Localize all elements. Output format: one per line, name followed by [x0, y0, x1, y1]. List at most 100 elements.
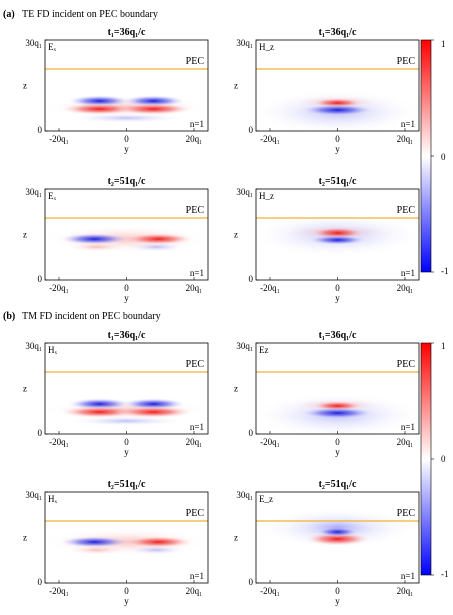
field-lobe-red [122, 536, 195, 548]
section-a-header: (a) TE FD incident on PEC boundary [3, 9, 158, 20]
field-map [45, 398, 208, 426]
colorbar-a-min-label: -1 [441, 266, 449, 276]
x-axis-label: y [335, 596, 340, 606]
x-tick-label: 0 [124, 586, 129, 596]
x-tick-label: 0 [335, 134, 340, 144]
field-label: Ez [259, 345, 269, 355]
field-ripple [126, 242, 187, 252]
field-map [256, 393, 419, 434]
y-tick-label: 0 [38, 274, 43, 284]
y-tick-label: 0 [249, 125, 254, 135]
y-axis-label: z [23, 81, 27, 91]
colorbar-a-mid-label: 0 [441, 152, 446, 162]
field-ripple [66, 242, 127, 252]
colorbar-b-scale [420, 342, 432, 576]
y-tick-label: 30q₁ [236, 187, 253, 197]
x-tick-label: -20q₁ [49, 134, 69, 144]
panel-time-title: t₂=51q₁/c [108, 176, 146, 187]
section-b-header: (b) TM FD incident on PEC boundary [3, 311, 161, 322]
y-axis-label: z [234, 81, 238, 91]
colorbar-b: 1 0 -1 [420, 341, 449, 579]
mode-number-label: n=1 [190, 268, 204, 278]
x-tick-label: 20q₁ [186, 283, 203, 293]
x-tick-label: 20q₁ [186, 586, 203, 596]
field-map [45, 528, 208, 556]
panel-3: t₂=51q₁/c Eₓ PEC n=1 30q₁ 0 z -20q₁ 0 20q₁ y [23, 176, 209, 303]
pec-label: PEC [186, 359, 205, 370]
x-tick-label: 0 [335, 437, 340, 447]
field-label: H_z [259, 42, 274, 52]
field-map [257, 508, 418, 548]
panel-time-title: t₁=36q₁/c [319, 330, 357, 341]
x-tick-label: -20q₁ [49, 283, 69, 293]
field-core-blue [307, 235, 368, 245]
field-map [256, 90, 419, 131]
field-label: E_z [259, 494, 273, 504]
x-tick-label: 20q₁ [186, 437, 203, 447]
pec-label: PEC [397, 56, 416, 67]
panel-5: t₁=36q₁/c Hₓ PEC n=1 30q₁ 0 z -20q₁ 0 20q₁ y [23, 330, 209, 457]
x-axis-label: y [124, 596, 129, 606]
x-axis-label: y [335, 447, 340, 457]
y-tick-label: 30q₁ [25, 187, 42, 197]
x-axis-label: y [335, 144, 340, 154]
x-axis-label: y [124, 447, 129, 457]
colorbar-a-scale [420, 39, 432, 273]
field-label: Hₓ [48, 345, 57, 355]
field-map [45, 225, 208, 253]
y-axis-label: z [23, 230, 27, 240]
x-tick-label: 20q₁ [397, 134, 414, 144]
mode-number-label: n=1 [190, 571, 204, 581]
field-label: Eₓ [48, 42, 56, 52]
panel-8: t₂=51q₁/c E_z PEC n=1 30q₁ 0 z -20q₁ 0 20q₁ y [234, 479, 420, 606]
colorbar-b-mid-label: 0 [441, 454, 446, 464]
x-tick-label: -20q₁ [260, 586, 280, 596]
colorbar-a-max-label: 1 [441, 39, 446, 49]
field-core-blue [315, 527, 360, 537]
panel-2: t₁=36q₁/c H_z PEC n=1 30q₁ 0 z -20q₁ 0 20q₁ y [234, 27, 420, 154]
x-axis-label: y [124, 293, 129, 303]
x-tick-label: 0 [124, 283, 129, 293]
x-tick-label: -20q₁ [49, 437, 69, 447]
x-tick-label: 20q₁ [397, 586, 414, 596]
field-label: Eₓ [48, 191, 56, 201]
panel-time-title: t₁=36q₁/c [108, 27, 146, 38]
y-tick-label: 0 [38, 577, 43, 587]
mode-number-label: n=1 [401, 422, 415, 432]
y-axis-label: z [23, 384, 27, 394]
pec-label: PEC [186, 205, 205, 216]
x-tick-label: 20q₁ [397, 283, 414, 293]
x-tick-label: 20q₁ [397, 437, 414, 447]
field-map [45, 95, 208, 123]
mode-number-label: n=1 [190, 119, 204, 129]
panel-1: t₁=36q₁/c Eₓ PEC n=1 30q₁ 0 z -20q₁ 0 20q₁ y [23, 27, 209, 154]
x-tick-label: 0 [335, 283, 340, 293]
mode-number-label: n=1 [401, 119, 415, 129]
y-tick-label: 0 [249, 428, 254, 438]
field-label: Hₓ [48, 494, 57, 504]
x-tick-label: 20q₁ [186, 134, 203, 144]
panel-time-title: t₂=51q₁/c [108, 479, 146, 490]
x-tick-label: 0 [124, 437, 129, 447]
x-tick-label: -20q₁ [260, 283, 280, 293]
x-tick-label: -20q₁ [49, 586, 69, 596]
pec-label: PEC [186, 56, 205, 67]
field-ripple [66, 113, 187, 123]
colorbar-b-max-label: 1 [441, 341, 446, 351]
panel-time-title: t₁=36q₁/c [319, 27, 357, 38]
section-a-title: TE FD incident on PEC boundary [22, 9, 158, 20]
pec-label: PEC [186, 508, 205, 519]
y-tick-label: 0 [38, 125, 43, 135]
x-tick-label: -20q₁ [260, 134, 280, 144]
y-axis-label: z [234, 230, 238, 240]
field-ripple [66, 545, 127, 555]
section-a-label: (a) [3, 9, 15, 20]
colorbar-b-min-label: -1 [441, 569, 449, 579]
panel-6: t₁=36q₁/c Ez PEC n=1 30q₁ 0 z -20q₁ 0 20q₁ y [234, 330, 420, 457]
pec-label: PEC [397, 508, 416, 519]
field-lobe-blue [58, 233, 131, 245]
field-lobe-red [113, 103, 194, 115]
y-tick-label: 30q₁ [236, 38, 253, 48]
